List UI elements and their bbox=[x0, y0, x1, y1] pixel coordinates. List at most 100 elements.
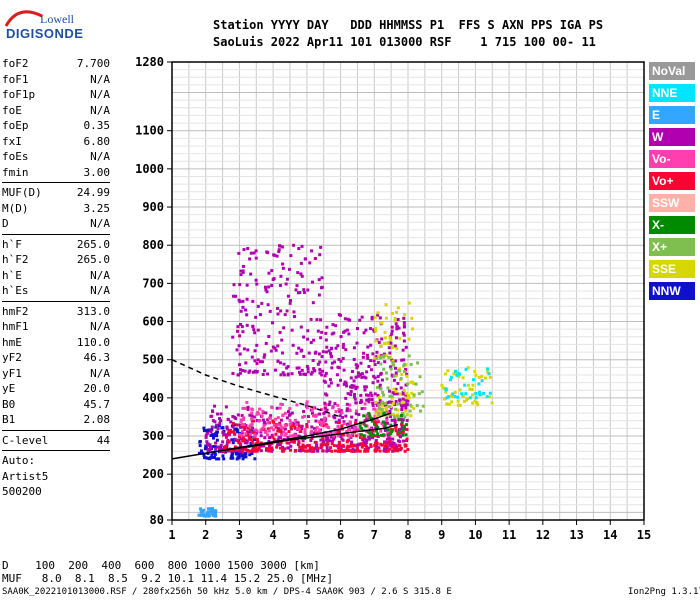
echo-point bbox=[473, 369, 477, 373]
echo-point bbox=[338, 443, 342, 447]
echo-point bbox=[235, 452, 239, 456]
echo-point bbox=[246, 247, 250, 251]
echo-point bbox=[263, 369, 267, 373]
echo-point bbox=[297, 424, 301, 428]
echo-point bbox=[267, 271, 271, 275]
echo-point bbox=[240, 325, 244, 329]
echo-point bbox=[387, 405, 391, 409]
echo-point bbox=[362, 414, 366, 418]
echo-point bbox=[251, 299, 255, 303]
echo-point bbox=[385, 443, 389, 447]
echo-point bbox=[282, 326, 286, 330]
echo-point bbox=[243, 406, 247, 410]
logo-line2: DIGISONDE bbox=[6, 26, 84, 41]
echo-point bbox=[329, 435, 333, 439]
echo-point bbox=[217, 457, 221, 461]
echo-point bbox=[224, 445, 228, 449]
echo-point bbox=[319, 245, 323, 249]
echo-point bbox=[206, 456, 210, 460]
echo-point bbox=[274, 423, 278, 427]
legend-item: SSE bbox=[649, 260, 695, 278]
echo-point bbox=[264, 288, 268, 292]
echo-point bbox=[392, 392, 396, 396]
echo-point bbox=[250, 426, 254, 430]
echo-point bbox=[260, 301, 264, 305]
echo-point bbox=[382, 413, 386, 417]
echo-point bbox=[269, 448, 273, 452]
echo-point bbox=[393, 419, 397, 423]
param-row: yE 20.0 bbox=[2, 381, 110, 397]
echo-point bbox=[237, 251, 241, 255]
echo-point bbox=[306, 329, 310, 333]
echo-point bbox=[397, 418, 401, 422]
echo-point bbox=[238, 283, 242, 287]
echo-point bbox=[314, 441, 318, 445]
echo-point bbox=[224, 405, 228, 409]
echo-point bbox=[226, 417, 230, 421]
echo-point bbox=[373, 316, 377, 320]
echo-point bbox=[453, 390, 457, 394]
echo-point bbox=[305, 423, 309, 427]
echo-point bbox=[382, 352, 386, 356]
echo-point bbox=[475, 401, 479, 405]
echo-point bbox=[453, 369, 457, 373]
echo-point bbox=[363, 407, 367, 411]
echo-point bbox=[310, 448, 314, 452]
echo-point bbox=[390, 396, 394, 400]
echo-point bbox=[410, 380, 414, 384]
echo-point bbox=[388, 438, 392, 442]
echo-point bbox=[306, 444, 310, 448]
header-values: SaoLuis 2022 Apr11 101 013000 RSF 1 715 … bbox=[213, 35, 596, 49]
echo-point bbox=[275, 306, 279, 310]
x-tick-label: 5 bbox=[303, 528, 310, 542]
echo-point bbox=[210, 409, 214, 413]
echo-point bbox=[327, 448, 331, 452]
echo-point bbox=[279, 361, 283, 365]
echo-point bbox=[328, 378, 332, 382]
echo-point bbox=[239, 269, 243, 273]
echo-point bbox=[379, 344, 383, 348]
echo-point bbox=[221, 449, 225, 453]
echo-point bbox=[339, 444, 343, 448]
param-name: foEp bbox=[2, 119, 29, 132]
echo-point bbox=[340, 411, 344, 415]
echo-point bbox=[456, 403, 460, 407]
echo-point bbox=[320, 423, 324, 427]
echo-point bbox=[387, 355, 391, 359]
echo-point bbox=[235, 348, 239, 352]
param-value: 3.00 bbox=[83, 165, 111, 179]
echo-point bbox=[332, 331, 336, 335]
echo-point bbox=[372, 329, 376, 333]
echo-point bbox=[420, 390, 424, 394]
echo-point bbox=[485, 395, 489, 399]
echo-point bbox=[211, 513, 215, 517]
echo-point bbox=[233, 423, 237, 427]
echo-point bbox=[369, 432, 373, 436]
echo-point bbox=[305, 400, 309, 404]
echo-point bbox=[325, 424, 329, 428]
echo-point bbox=[377, 446, 381, 450]
echo-point bbox=[273, 253, 277, 257]
echo-point bbox=[333, 416, 337, 420]
echo-point bbox=[399, 377, 403, 381]
echo-point bbox=[317, 430, 321, 434]
echo-point bbox=[404, 409, 408, 413]
echo-point bbox=[209, 510, 213, 514]
echo-point bbox=[367, 397, 371, 401]
echo-point bbox=[285, 309, 289, 313]
echo-point bbox=[477, 382, 481, 386]
echo-point bbox=[379, 414, 383, 418]
echo-point bbox=[353, 395, 357, 399]
echo-point bbox=[263, 285, 267, 289]
echo-point bbox=[371, 381, 375, 385]
echo-point bbox=[261, 372, 265, 376]
echo-point bbox=[365, 413, 369, 417]
echo-point bbox=[303, 414, 307, 418]
echo-point bbox=[404, 406, 408, 410]
echo-point bbox=[389, 423, 393, 427]
echo-point bbox=[382, 449, 386, 453]
echo-point bbox=[258, 313, 262, 317]
echo-point bbox=[317, 293, 321, 297]
echo-point bbox=[283, 313, 287, 317]
echo-point bbox=[480, 374, 484, 378]
